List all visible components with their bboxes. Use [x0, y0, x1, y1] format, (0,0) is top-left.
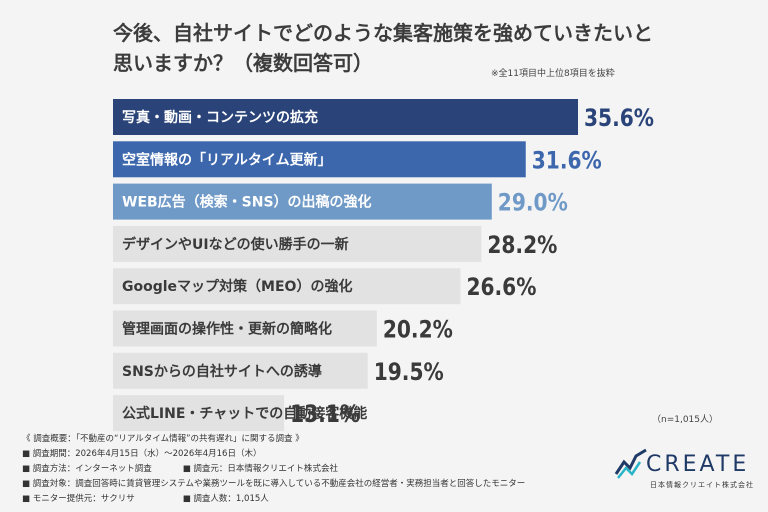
- create-logo: CREATE 日本情報クリエイト株式会社: [614, 446, 754, 496]
- survey-respondents: ■ 調査人数：1,015人: [182, 494, 269, 504]
- category-label-1: 写真・動画・コンテンツの拡充: [122, 109, 318, 126]
- value-label-7: 19.5%: [374, 358, 444, 386]
- value-label-1: 35.6%: [584, 104, 654, 132]
- sample-size: （n=1,015人）: [652, 415, 719, 425]
- title-line-2: 思いますか？（複数回答可）: [113, 51, 373, 75]
- survey-provider: ■ モニター提供元：サクリサ: [22, 494, 135, 504]
- survey-title: 《 調査概要：「不動産の“リアルタイム情報”の共有遅れ」に関する調査 》: [22, 434, 304, 444]
- category-label-3: WEB広告（検索・SNS）の出稿の強化: [122, 194, 372, 211]
- title-line-1: 今後、自社サイトでどのような集客施策を強めていきたいと: [113, 21, 653, 45]
- survey-overview: 《 調査概要：「不動産の“リアルタイム情報”の共有遅れ」に関する調査 》 ■ 調…: [22, 432, 525, 507]
- bar-8: [113, 395, 285, 432]
- logo-mark-icon: [614, 448, 647, 479]
- value-label-2: 31.6%: [532, 146, 602, 174]
- value-label-6: 20.2%: [383, 316, 453, 344]
- category-label-2: 空室情報の「リアルタイム更新」: [122, 151, 332, 168]
- logo-company-name: 日本情報クリエイト株式会社: [650, 481, 754, 489]
- bar-5: [113, 268, 461, 305]
- survey-organizer: ■ 調査元：日本情報クリエイト株式会社: [182, 464, 338, 474]
- value-label-8: 13.1%: [290, 400, 360, 428]
- value-label-5: 26.6%: [466, 273, 536, 301]
- category-label-8: 公式LINE・チャットでの自動接客機能: [122, 405, 367, 422]
- bar-6: [113, 310, 377, 347]
- bar-1: [113, 99, 578, 135]
- category-label-7: SNSからの自社サイトへの誘導: [122, 363, 322, 380]
- survey-method: ■ 調査方法：インターネット調査: [22, 464, 152, 474]
- survey-provider-row: ■ モニター提供元：サクリサ ■ 調査人数：1,015人: [22, 492, 525, 507]
- selection-note: ※全11項目中上位8項目を抜粋: [491, 69, 615, 79]
- bar-7: [113, 352, 368, 389]
- logo-wordmark: CREATE: [646, 452, 750, 477]
- bar-2: [113, 141, 526, 178]
- category-label-5: Googleマップ対策（MEO）の強化: [122, 278, 352, 295]
- chart-title: 今後、自社サイトでどのような集客施策を強めていきたいと 思いますか？（複数回答可…: [113, 18, 653, 78]
- value-label-3: 29.0%: [498, 189, 568, 217]
- bar-3: [113, 183, 492, 220]
- survey-period: ■ 調査期間：2026年4月15日（水）〜2026年4月16日（木）: [22, 449, 262, 459]
- bar-4: [113, 225, 482, 262]
- value-label-4: 28.2%: [487, 231, 557, 259]
- survey-target: ■ 調査対象：調査回答時に賃貸管理システムや業務ツールを既に導入している不動産会…: [22, 479, 526, 489]
- category-label-6: 管理画面の操作性・更新の簡略化: [122, 321, 332, 338]
- category-label-4: デザインやUIなどの使い勝手の一新: [122, 236, 349, 253]
- survey-method-row: ■ 調査方法：インターネット調査 ■ 調査元：日本情報クリエイト株式会社: [22, 462, 525, 477]
